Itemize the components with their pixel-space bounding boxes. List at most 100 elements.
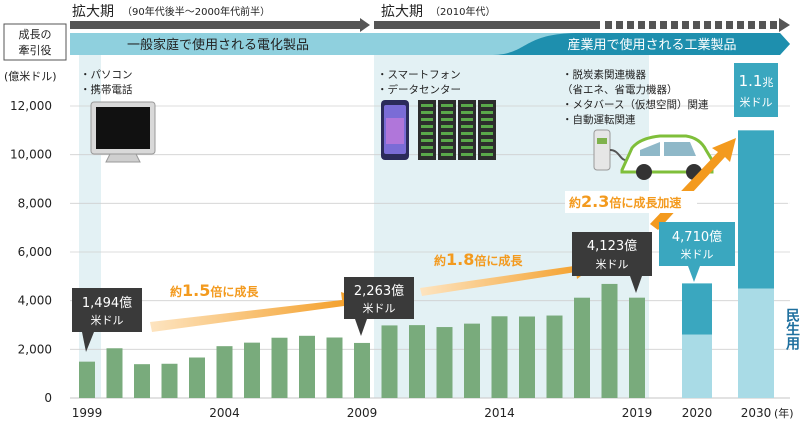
bar-2009 — [354, 342, 370, 398]
bar-2014 — [491, 316, 508, 398]
growth-label-2: 約1.8倍に成長 — [434, 250, 523, 269]
bar-2017 — [574, 297, 590, 398]
band-industrial-label: 産業用で使用される工業製品 — [567, 37, 736, 53]
y-tick-label: 6,000 — [18, 245, 52, 259]
callout-2019-line2: 米ドル — [596, 258, 629, 271]
server-led — [441, 118, 453, 121]
bar-2015 — [519, 316, 535, 398]
data-center-server-icon — [418, 100, 496, 160]
y-tick-label: 12,000 — [10, 99, 52, 113]
y-tick-label: 0 — [44, 391, 52, 405]
note-era1-line1: ・パソコン — [80, 69, 133, 81]
note-era3-line1: ・脱炭素関連機器 — [562, 68, 646, 81]
x-tick-label: 2014 — [484, 406, 515, 420]
callout-1999-line2: 米ドル — [91, 314, 124, 327]
y-tick-label: 8,000 — [18, 196, 52, 210]
forecast-consumer-2030 — [738, 288, 774, 398]
server-led — [461, 125, 473, 128]
server-led — [481, 146, 493, 149]
growth-label-3: 約2.3倍に成長加速 — [569, 192, 681, 211]
callout-2009: 2,263億 米ドル — [344, 277, 414, 336]
growth-label-1: 約1.5倍に成長 — [170, 281, 259, 300]
forecast-industrial-2020 — [682, 283, 712, 335]
server-led — [421, 118, 433, 121]
server-led — [481, 132, 493, 135]
bar-2018 — [601, 283, 618, 398]
era-arrow-2 — [374, 21, 600, 29]
server-led — [481, 153, 493, 156]
callout-2030: 1.1兆 米ドル — [734, 63, 778, 117]
x-tick-label: 2004 — [209, 406, 240, 420]
y-tick-label: 10,000 — [10, 148, 52, 162]
bar-2007 — [299, 335, 315, 398]
server-led — [461, 139, 473, 142]
era-arrow-1 — [70, 18, 370, 32]
growth-arrow-2 — [420, 258, 597, 296]
server-led — [461, 118, 473, 121]
bar-2019 — [629, 297, 645, 398]
note-era1: ・パソコン ・携帯電話 — [80, 69, 133, 96]
server-rack — [438, 100, 456, 160]
bar-2004 — [216, 346, 233, 398]
era-header: 拡大期 （90年代後半～2000年代前半） 拡大期 （2010年代） — [70, 4, 790, 32]
y-tick-label: 2,000 — [18, 342, 52, 356]
pc-monitor-icon — [90, 101, 156, 163]
ev-charger-icon — [593, 129, 629, 171]
era-sub-1: （90年代後半～2000年代前半） — [122, 5, 270, 18]
callout-1999-line1: 1,494億 — [82, 295, 132, 311]
callout-2009-line2: 米ドル — [363, 302, 396, 315]
bar-2011 — [409, 325, 425, 398]
server-led — [421, 153, 433, 156]
server-led — [421, 132, 433, 135]
server-led — [481, 104, 493, 107]
server-rack — [418, 100, 436, 160]
server-led — [441, 125, 453, 128]
driver-band: 一般家庭で使用される電化製品 産業用で使用される工業製品 — [70, 33, 790, 55]
growth-label-3-box: 約2.3倍に成長加速 — [565, 191, 697, 213]
bar-2003 — [189, 357, 205, 398]
year-unit: (年) — [774, 406, 794, 420]
server-led — [481, 139, 493, 142]
x-tick-label: 2009 — [347, 406, 378, 420]
forecast-industrial-2030 — [738, 130, 774, 289]
era-label-1: 拡大期 — [72, 4, 114, 20]
driver-label-box — [3, 23, 67, 61]
server-led — [461, 132, 473, 135]
bar-1999 — [79, 361, 95, 398]
server-led — [441, 111, 453, 114]
note-era2-line2: ・データセンター — [377, 83, 461, 96]
server-led — [481, 125, 493, 128]
bar-2006 — [271, 337, 288, 398]
server-led — [421, 125, 433, 128]
server-led — [481, 118, 493, 121]
bars — [79, 283, 645, 398]
callout-2030-line2: 米ドル — [740, 96, 773, 109]
driver-label-line2: 牽引役 — [19, 43, 52, 57]
server-led — [461, 153, 473, 156]
band-consumer-label: 一般家庭で使用される電化製品 — [127, 37, 309, 53]
bar-2008 — [326, 337, 343, 398]
callout-2009-line1: 2,263億 — [354, 283, 404, 299]
driver-label-line1: 成長の — [19, 28, 52, 41]
growth-arrow-1 — [150, 292, 365, 332]
bar-2016 — [546, 315, 563, 398]
server-led — [421, 139, 433, 142]
bar-2012 — [436, 327, 453, 398]
x-axis-labels: 1999 2004 2009 2014 2019 2020 2030 — [72, 406, 772, 420]
smartphone-icon — [381, 100, 409, 160]
bar-2005 — [244, 342, 260, 398]
server-led — [441, 139, 453, 142]
server-led — [441, 132, 453, 135]
x-tick-label: 2020 — [682, 406, 713, 420]
bar-2001 — [134, 364, 150, 398]
era-label-2: 拡大期 — [381, 4, 423, 20]
bar-2000 — [106, 348, 123, 398]
callout-2020-line2: 米ドル — [681, 248, 714, 261]
server-rack — [478, 100, 496, 160]
era-sub-2: （2010年代） — [430, 5, 495, 18]
server-led — [441, 146, 453, 149]
server-led — [481, 111, 493, 114]
y-axis-unit: (億米ドル) — [4, 70, 57, 83]
server-led — [421, 111, 433, 114]
